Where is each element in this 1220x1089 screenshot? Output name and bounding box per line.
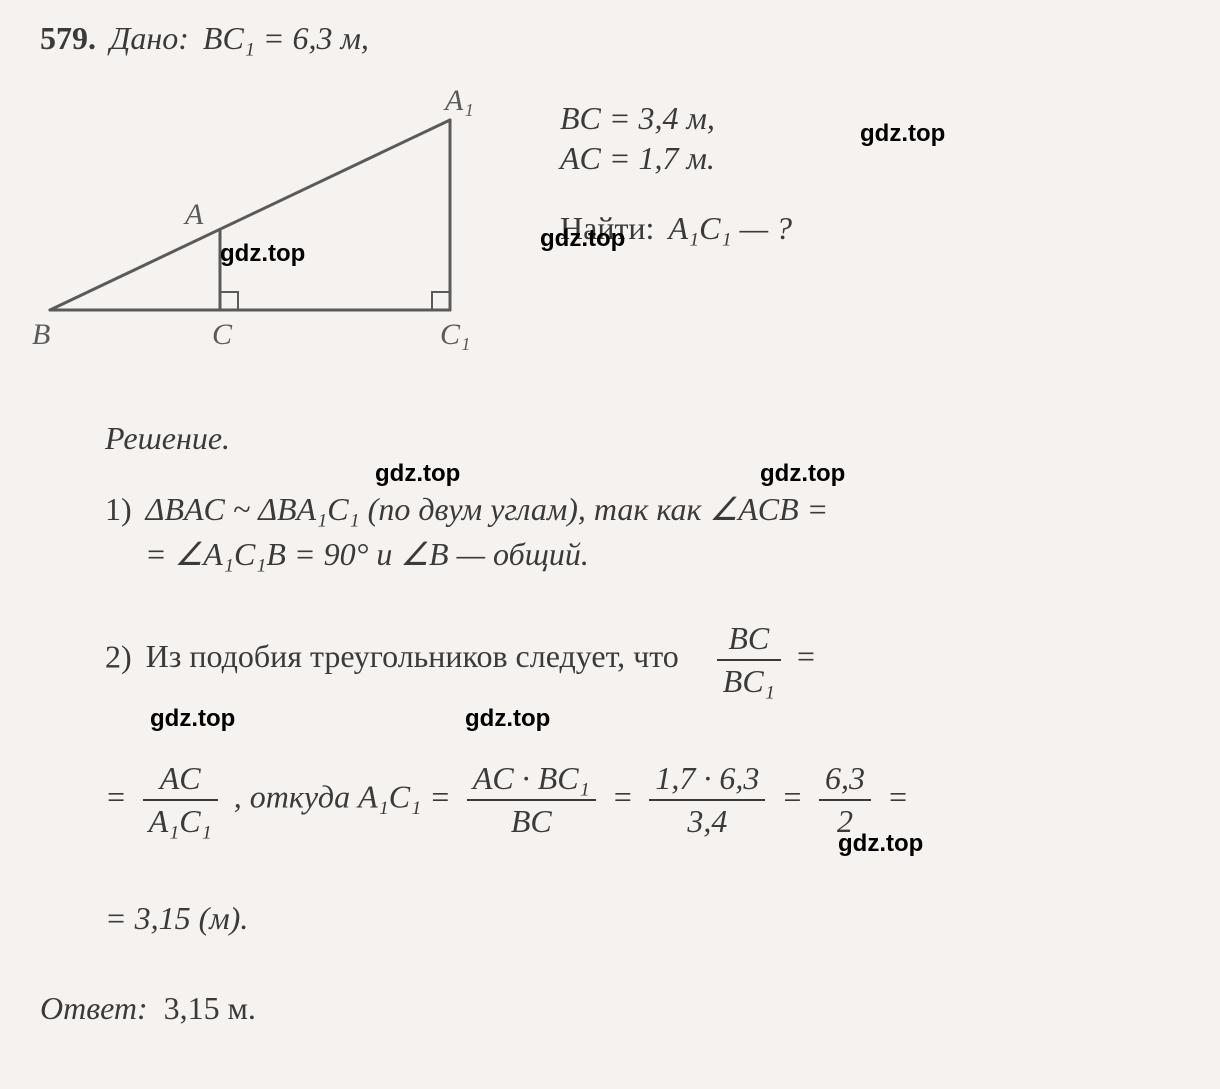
- answer-label: Ответ:: [40, 990, 148, 1026]
- frac-bc-bc1: BC BC₁: [717, 620, 781, 700]
- frac-den: BC: [467, 801, 596, 840]
- frac-num: 6,3: [819, 760, 871, 801]
- watermark: gdz.top: [540, 225, 625, 253]
- step1-num: 1): [105, 491, 132, 527]
- frac-den: 3,4: [649, 801, 765, 840]
- frac-den: A₁C₁: [143, 801, 218, 840]
- eq2: =: [612, 778, 634, 814]
- eq-trail: =: [795, 638, 817, 674]
- eq1: =: [105, 778, 127, 814]
- page: 579. Дано: BC₁ = 6,3 м, BCC₁AA₁ BC = 3,4…: [0, 0, 1220, 1089]
- frac-num: AC · BC₁: [467, 760, 596, 801]
- answer-value: 3,15 м.: [164, 990, 256, 1026]
- watermark: gdz.top: [860, 120, 945, 148]
- step2-line2: = AC A₁C₁ , откуда A₁C₁ = AC · BC₁ BC = …: [105, 760, 909, 840]
- given-label: Дано:: [110, 20, 189, 56]
- step2-b: , откуда A₁C₁ =: [234, 778, 451, 814]
- svg-text:A: A: [183, 198, 204, 231]
- step1-line1: 1) ΔBAC ~ ΔBA₁C₁ (по двум углам), так ка…: [105, 490, 828, 528]
- step2-a: Из подобия треугольников следует, что: [146, 638, 679, 674]
- step1-line2: = ∠A₁C₁B = 90° и ∠B — общий.: [145, 535, 589, 573]
- watermark: gdz.top: [150, 705, 235, 733]
- svg-text:A₁: A₁: [443, 84, 474, 117]
- problem-number: 579.: [40, 20, 96, 56]
- watermark: gdz.top: [465, 705, 550, 733]
- line-given-1: 579. Дано: BC₁ = 6,3 м,: [40, 20, 369, 57]
- watermark: gdz.top: [375, 460, 460, 488]
- watermark: gdz.top: [760, 460, 845, 488]
- eq4: =: [887, 778, 909, 814]
- answer-line: Ответ: 3,15 м.: [40, 990, 256, 1027]
- frac-ac-a1c1: AC A₁C₁: [143, 760, 218, 840]
- triangle-diagram: B C C₁ A A₁: [30, 80, 500, 380]
- step2-line1: 2) Из подобия треугольников следует, что…: [105, 620, 816, 700]
- step1-a: ΔBAC ~ ΔBA₁C₁ (по двум углам), так как ∠…: [146, 491, 829, 527]
- given-bc1: BC₁ = 6,3 м,: [203, 20, 369, 56]
- step2-num: 2): [105, 638, 132, 674]
- frac-num: AC: [143, 760, 218, 801]
- svg-text:C: C: [212, 318, 233, 351]
- svg-text:B: B: [32, 318, 50, 351]
- frac-num: 1,7 · 6,3: [649, 760, 765, 801]
- frac-num: BC: [717, 620, 781, 661]
- svg-text:C₁: C₁: [440, 318, 470, 351]
- given-bc: BC = 3,4 м,: [560, 100, 715, 137]
- frac-den: BC₁: [717, 661, 781, 700]
- step2-line3: = 3,15 (м).: [105, 900, 248, 937]
- find-value: A₁C₁ — ?: [668, 210, 792, 246]
- solution-label: Решение.: [105, 420, 230, 457]
- frac-acbc1-bc: AC · BC₁ BC: [467, 760, 596, 840]
- watermark: gdz.top: [220, 240, 305, 268]
- watermark: gdz.top: [838, 830, 923, 858]
- frac-numeric: 1,7 · 6,3 3,4: [649, 760, 765, 840]
- frac-63-2: 6,3 2: [819, 760, 871, 840]
- given-ac: AC = 1,7 м.: [560, 140, 715, 177]
- eq3: =: [781, 778, 803, 814]
